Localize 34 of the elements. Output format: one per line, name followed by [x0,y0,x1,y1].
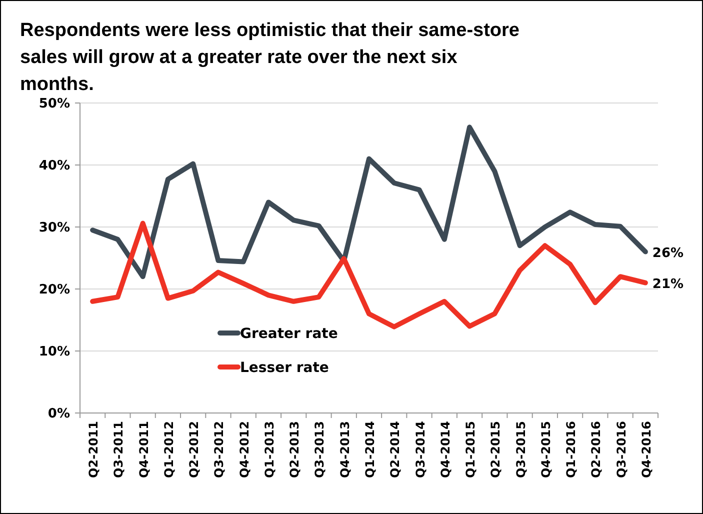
x-tick-label: Q3-2013 [312,421,327,478]
x-tick-label: Q2-2013 [288,421,302,478]
x-tick-label: Q2-2014 [388,421,402,478]
data-label: 21% [652,276,684,292]
x-tick-label: Q2-2011 [86,421,101,478]
x-tick-label: Q4-2015 [538,421,553,478]
y-tick-label: 20% [38,282,70,298]
data-label: 26% [652,246,684,261]
x-tick-label: Q2-2012 [187,421,202,478]
y-tick-label: 30% [38,220,70,236]
x-tick-label: Q1-2015 [464,421,478,478]
x-tick-label: Q3-2016 [614,421,628,478]
x-tick-label: Q4-2011 [136,421,151,478]
x-tick-label: Q1-2013 [262,421,276,478]
y-tick-label: 50% [38,96,70,112]
x-tick-label: Q3-2015 [514,421,528,478]
x-tick-label: Q2-2016 [589,421,604,478]
y-tick-label: 10% [38,344,70,360]
x-tick-label: Q1-2016 [564,421,578,478]
x-tick-label: Q4-2012 [237,421,252,478]
x-tick-label: Q4-2014 [438,421,452,478]
x-tick-label: Q4-2013 [338,421,352,478]
x-tick-label: Q4-2016 [639,421,654,478]
x-tick-label: Q3-2012 [212,421,226,478]
x-tick-label: Q3-2011 [112,421,126,478]
x-tick-label: Q2-2015 [488,421,503,478]
y-tick-label: 40% [38,158,70,174]
x-tick-label: Q3-2014 [413,421,428,478]
legend-label: Greater rate [240,326,338,342]
legend-label: Lesser rate [240,360,329,376]
chart-title: Respondents were less optimistic that their same-store sales will grow at a greater rate over the next six months. [20,20,520,95]
x-tick-label: Q1-2014 [363,421,377,478]
x-tick-label: Q1-2012 [162,421,176,478]
y-tick-label: 0% [48,406,70,422]
